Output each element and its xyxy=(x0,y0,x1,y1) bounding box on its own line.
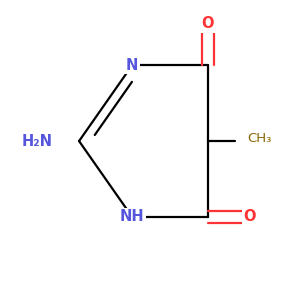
Text: N: N xyxy=(126,58,138,73)
Text: H₂N: H₂N xyxy=(22,134,53,148)
Text: NH: NH xyxy=(120,209,145,224)
Text: O: O xyxy=(244,209,256,224)
Text: CH₃: CH₃ xyxy=(248,132,272,145)
Text: O: O xyxy=(202,16,214,31)
